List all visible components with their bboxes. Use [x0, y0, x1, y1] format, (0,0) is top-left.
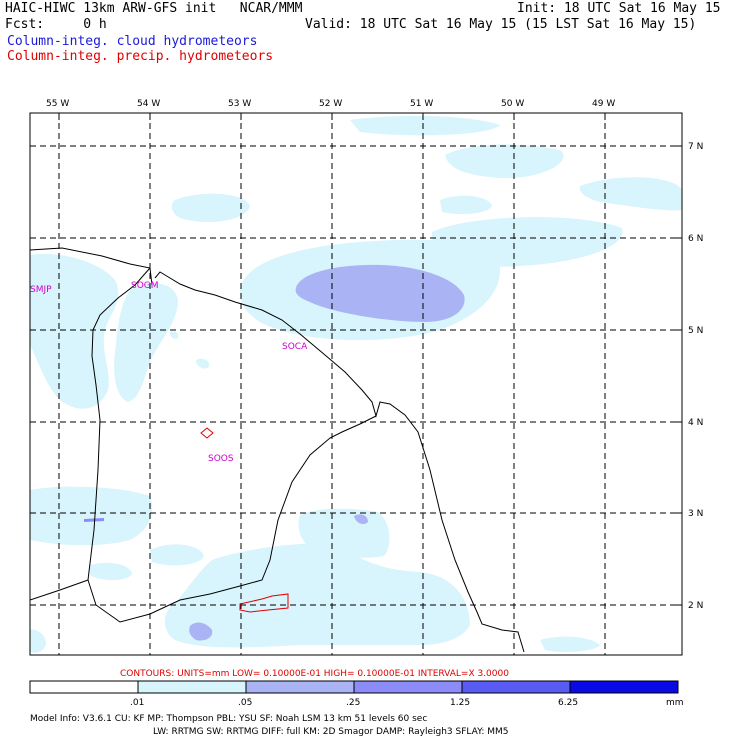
colorbar-tick-625: 6.25: [558, 698, 578, 708]
lat-label-3n: 3 N: [688, 509, 703, 519]
init-time: Init: 18 UTC Sat 16 May 15: [517, 1, 721, 16]
contour-info: CONTOURS: UNITS=mm LOW= 0.10000E-01 HIGH…: [120, 669, 509, 679]
coastlines-borders: [30, 247, 525, 653]
lat-label-2n: 2 N: [688, 601, 703, 611]
lon-label-53w: 53 W: [228, 99, 251, 109]
colorbar-labels: .01 .05 .25 1.25 6.25 mm: [130, 698, 684, 708]
forecast-hour: Fcst: 0 h: [5, 17, 107, 32]
legend-cloud-hydrometeors: Column-integ. cloud hydrometeors: [7, 34, 258, 49]
colorbar-tick-005: .05: [238, 698, 252, 708]
frame-ticks: [58, 113, 682, 606]
lat-lon-grid: [30, 113, 682, 655]
lon-label-54w: 54 W: [137, 99, 160, 109]
colorbar-tick-125: 1.25: [450, 698, 470, 708]
hydrometeor-fill: [30, 115, 682, 653]
model-info-line1: Model Info: V3.6.1 CU: KF MP: Thompson P…: [30, 714, 427, 724]
station-sogm: SOGM: [131, 281, 159, 291]
lat-label-5n: 5 N: [688, 326, 703, 336]
lon-label-55w: 55 W: [46, 99, 69, 109]
lon-label-52w: 52 W: [319, 99, 342, 109]
map-frame: [29, 112, 683, 656]
latitude-labels: 7 N 6 N 5 N 4 N 3 N 2 N: [688, 142, 703, 611]
precip-contours: [200, 427, 289, 613]
station-soos: SOOS: [208, 454, 234, 464]
lon-label-50w: 50 W: [501, 99, 524, 109]
longitude-labels: 55 W 54 W 53 W 52 W 51 W 50 W 49 W: [46, 99, 615, 109]
lat-label-6n: 6 N: [688, 234, 703, 244]
map-title: HAIC-HIWC 13km ARW-GFS init NCAR/MMM: [5, 1, 303, 16]
colorbar-units: mm: [666, 698, 684, 708]
station-soca: SOCA: [282, 342, 308, 352]
valid-time: Valid: 18 UTC Sat 16 May 15 (15 LST Sat …: [305, 17, 697, 32]
station-smjp: SMJP: [30, 285, 52, 295]
colorbar-tick-001: .01: [130, 698, 144, 708]
model-info-line2: LW: RRTMG SW: RRTMG DIFF: full KM: 2D Sm…: [153, 727, 509, 737]
legend-precip-hydrometeors: Column-integ. precip. hydrometeors: [7, 49, 274, 64]
lat-label-4n: 4 N: [688, 418, 703, 428]
colorbar-tick-025: .25: [346, 698, 360, 708]
lon-label-51w: 51 W: [410, 99, 433, 109]
colorbar: [29, 680, 679, 694]
station-labels: SMJP SOGM SOCA SOOS: [30, 281, 308, 464]
lon-label-49w: 49 W: [592, 99, 615, 109]
lat-label-7n: 7 N: [688, 142, 703, 152]
